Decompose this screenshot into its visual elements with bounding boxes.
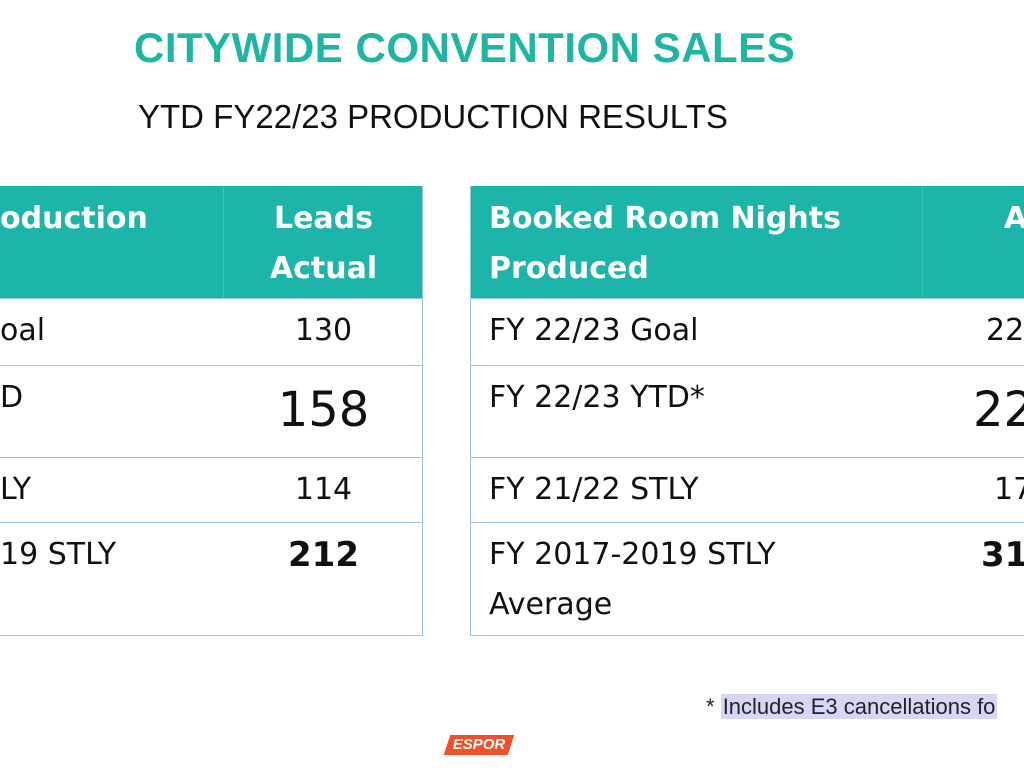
table-row: FY 2017-2019 STLY Average 31 [470, 522, 1024, 636]
label-cell: oduction [0, 186, 224, 298]
logo: ESPOR [443, 735, 515, 755]
cell-text: 22 [986, 313, 1024, 348]
footnote-text: Includes E3 cancellations fo [720, 694, 998, 719]
cell-text: 158 [277, 382, 370, 438]
table-row: oal 130 [0, 298, 423, 366]
label-cell: Booked Room Nights Produced [471, 186, 923, 298]
value-cell: 212 [224, 522, 423, 635]
table: Booked Room Nights Produced A FY 22/23 Goal… [470, 186, 1024, 636]
cell-text: FY 22/23 Goal [489, 313, 699, 348]
cell-text: 212 [288, 535, 359, 575]
title: CITYWIDE CONVENTION SALES [134, 24, 796, 71]
footnote: * Includes E3 cancellations fo [706, 694, 998, 720]
table-row: LY 114 [0, 457, 423, 523]
cell-text: D [0, 380, 24, 415]
cell-text: FY 21/22 STLY [489, 472, 699, 507]
label-cell: FY 22/23 Goal [471, 298, 923, 365]
header-row: Booked Room Nights Produced A [470, 186, 1024, 299]
value-cell: 158 [224, 365, 423, 457]
table-row: 19 STLY 212 [0, 522, 423, 636]
label-cell: FY 21/22 STLY [471, 457, 923, 522]
cell-text: 31 [981, 535, 1024, 575]
label-cell: D [0, 365, 224, 457]
cell-text: FY 22/23 YTD* [489, 380, 705, 415]
cell-text: oduction [0, 201, 148, 236]
cell-text: 19 STLY [0, 537, 117, 572]
subtitle: YTD FY22/23 PRODUCTION RESULTS [138, 98, 728, 135]
table-row: D 158 [0, 365, 423, 458]
logo-text: ESPOR [452, 736, 506, 753]
value-cell: A [923, 186, 1024, 298]
cell-text: A [1004, 201, 1024, 236]
cell-text: Produced [489, 251, 649, 286]
cell-text: Booked Room Nights [489, 201, 841, 236]
label-cell: LY [0, 457, 224, 522]
value-cell: 22 [923, 365, 1024, 457]
label-cell: FY 2017-2019 STLY Average [471, 522, 923, 635]
footnote-mark: * [706, 694, 715, 719]
label-cell: 19 STLY [0, 522, 224, 635]
table: oduction Leads Actual oal 130 D 158 LY 114 19 STL… [0, 186, 423, 636]
label-cell: FY 22/23 YTD* [471, 365, 923, 457]
cell-text: FY 2017-2019 STLY [489, 537, 776, 572]
cell-text: Leads [273, 201, 374, 236]
cell-text: 130 [294, 313, 353, 348]
value-cell: Leads Actual [224, 186, 423, 298]
cell-text: 114 [294, 472, 353, 507]
value-cell: 17 [923, 457, 1024, 522]
value-cell: 31 [923, 522, 1024, 635]
cell-text: LY [0, 472, 32, 507]
value-cell: 114 [224, 457, 423, 522]
cell-text: 17 [994, 472, 1024, 507]
header-row: oduction Leads Actual [0, 186, 423, 299]
label-cell: oal [0, 298, 224, 365]
cell-text: Actual [269, 251, 378, 286]
value-cell: 22 [923, 298, 1024, 365]
table-row: FY 21/22 STLY 17 [470, 457, 1024, 523]
cell-text: oal [0, 313, 46, 348]
value-cell: 130 [224, 298, 423, 365]
cell-text: 22 [973, 382, 1024, 438]
table-row: FY 22/23 YTD* 22 [470, 365, 1024, 458]
table-row: FY 22/23 Goal 22 [470, 298, 1024, 366]
cell-text: Average [489, 587, 613, 622]
